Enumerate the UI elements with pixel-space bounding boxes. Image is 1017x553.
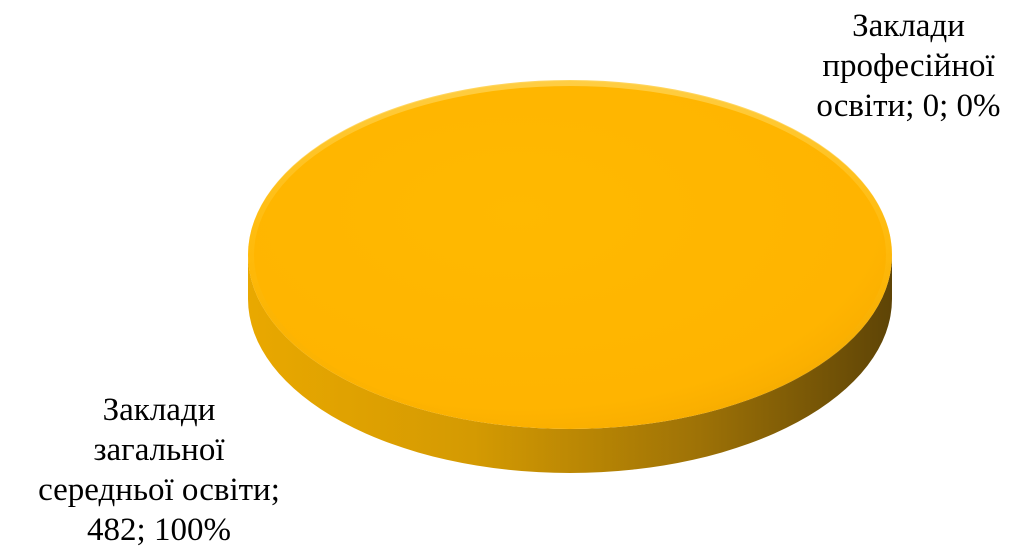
data-label-vocational: Заклади професійної освіти; 0; 0%	[800, 6, 1017, 126]
data-label-line: Заклади	[102, 392, 216, 428]
pie-side-wall	[248, 255, 892, 473]
data-label-line: середньої освіти;	[38, 472, 280, 508]
data-label-line: 482; 100%	[87, 512, 231, 548]
data-label-line: Заклади	[852, 8, 965, 44]
data-label-line: професійної	[822, 48, 995, 84]
data-label-line: освіти; 0; 0%	[816, 88, 1001, 124]
pie-slice	[248, 81, 892, 429]
pie-rim-highlight	[248, 80, 892, 430]
data-label-line: загальної	[93, 432, 225, 468]
data-label-general-secondary: Заклади загальної середньої освіти; 482;…	[0, 390, 318, 550]
